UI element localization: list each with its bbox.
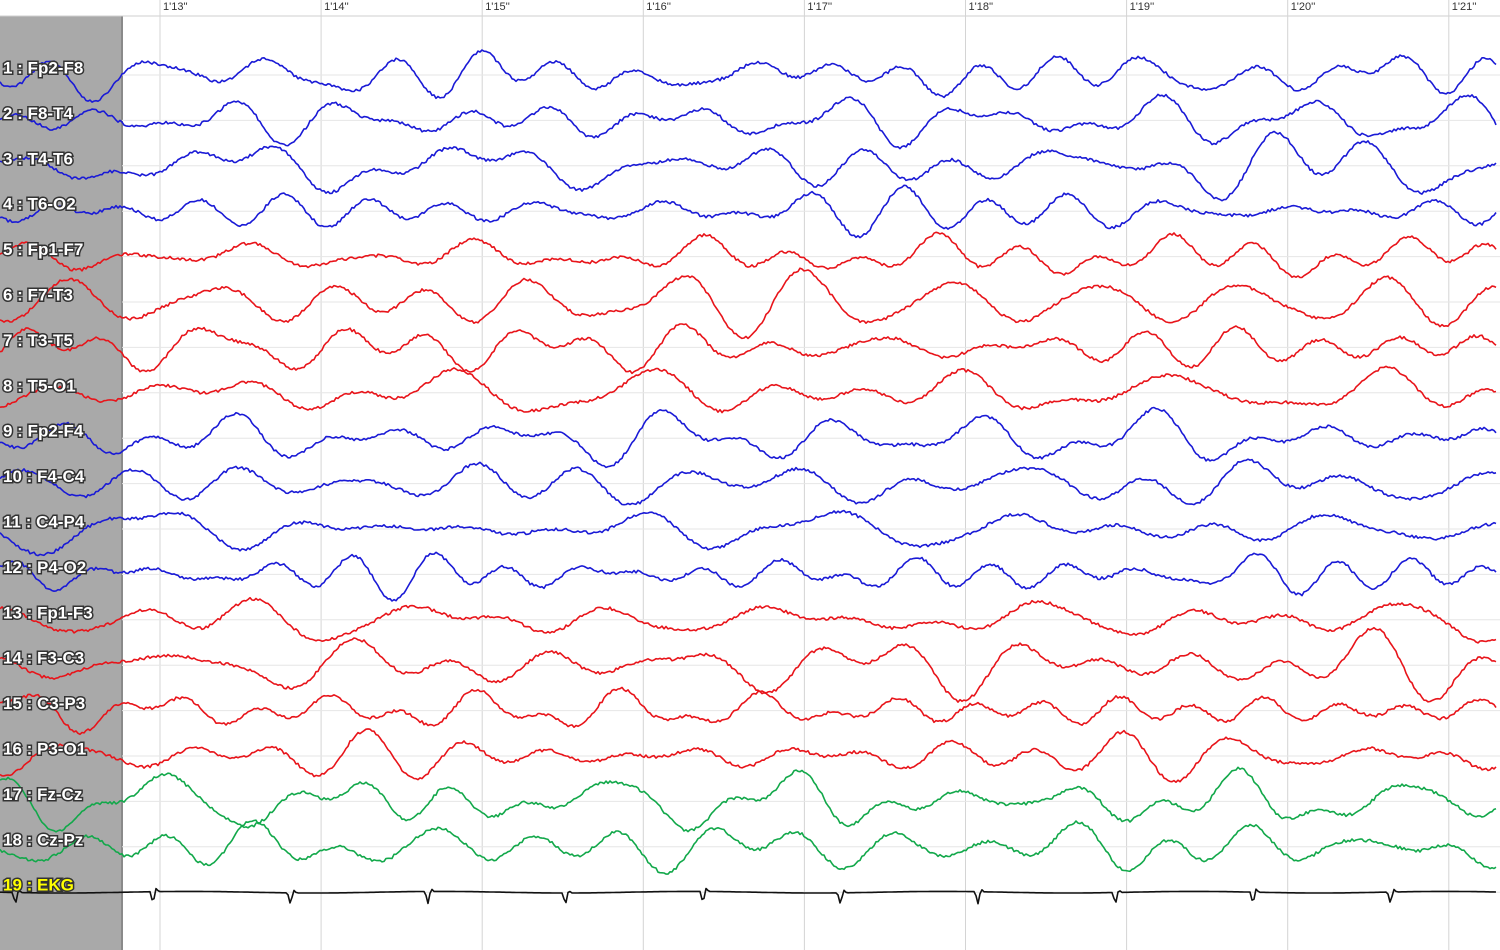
eeg-trace (0, 93, 1497, 150)
time-label: 1'21'' (1452, 1, 1477, 13)
channel-label: 18 : Cz-Pz (3, 830, 83, 849)
label-panel (0, 16, 122, 950)
eeg-trace (0, 458, 1497, 506)
channel-label: 16 : P3-O1 (3, 739, 86, 758)
eeg-trace (0, 766, 1497, 833)
channel-label: 5 : Fp1-F7 (3, 240, 83, 259)
eeg-trace (0, 231, 1497, 279)
channel-label: 6 : F7-T3 (3, 285, 73, 304)
eeg-trace (0, 365, 1497, 414)
eeg-trace (0, 406, 1497, 469)
eeg-trace (0, 509, 1497, 557)
eeg-trace (0, 551, 1497, 602)
time-label: 1'16'' (646, 1, 671, 13)
time-label: 1'13'' (163, 1, 188, 13)
eeg-trace (0, 267, 1497, 340)
channel-label: 8 : T5-O1 (3, 376, 76, 395)
time-label: 1'18'' (969, 1, 994, 13)
eeg-trace (0, 130, 1497, 202)
channel-label: 11 : C4-P4 (3, 512, 85, 531)
channel-label: 1 : Fp2-F8 (3, 58, 83, 77)
channel-label: 15 : C3-P3 (3, 694, 85, 713)
time-label: 1'17'' (807, 1, 832, 13)
eeg-trace (0, 49, 1497, 103)
eeg-trace (0, 626, 1497, 703)
channel-label: 12 : P4-O2 (3, 558, 86, 577)
traces (0, 49, 1497, 905)
time-label: 1'15'' (485, 1, 510, 13)
eeg-trace (0, 728, 1497, 783)
eeg-trace (0, 887, 1497, 905)
channel-label: 7 : T3-T5 (3, 331, 73, 350)
channel-label: 17 : Fz-Cz (3, 785, 82, 804)
time-label: 1'14'' (324, 1, 349, 13)
eeg-trace (0, 819, 1497, 875)
channel-label: 2 : F8-T4 (3, 104, 73, 123)
channel-label: 3 : T4-T6 (3, 149, 73, 168)
time-label: 1'19'' (1130, 1, 1155, 13)
channel-label: 19 : EKG (3, 876, 74, 895)
time-label: 1'20'' (1291, 1, 1316, 13)
channel-label: 13 : Fp1-F3 (3, 603, 93, 622)
eeg-trace (0, 184, 1497, 239)
eeg-trace (0, 323, 1497, 375)
labels: 1 : Fp2-F8 2 : F8-T4 3 : T4-T6 4 : T6-O2 5 :… (2, 57, 95, 896)
eeg-trace (0, 686, 1497, 736)
channel-label: 4 : T6-O2 (3, 195, 76, 214)
channel-label: 14 : F3-C3 (3, 649, 84, 668)
channel-label: 9 : Fp2-F4 (3, 422, 84, 441)
channel-label: 10 : F4-C4 (3, 467, 85, 486)
eeg-trace (0, 596, 1497, 644)
